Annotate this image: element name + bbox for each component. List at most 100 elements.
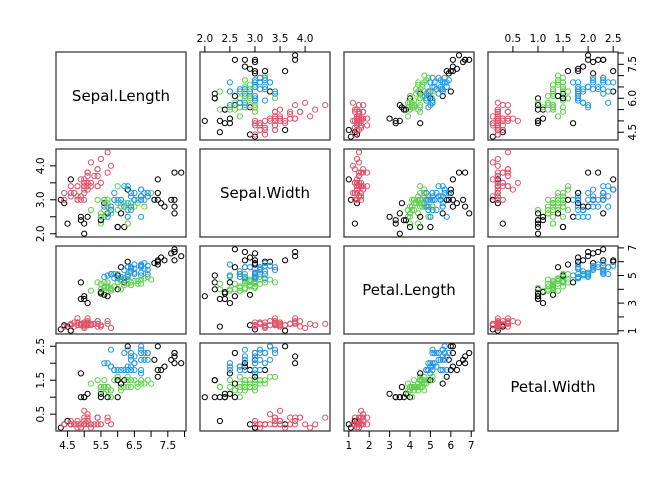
data-point [84, 169, 91, 176]
data-point [251, 387, 259, 394]
data-point [216, 323, 223, 330]
data-point [449, 196, 456, 203]
data-point [353, 189, 361, 197]
data-point [91, 421, 98, 428]
data-point [241, 63, 248, 70]
data-point [168, 356, 175, 363]
data-point [411, 383, 418, 391]
data-point [610, 262, 617, 269]
data-point [104, 383, 111, 391]
data-point [251, 122, 259, 129]
data-point [77, 213, 85, 220]
data-point [124, 280, 131, 287]
data-point [539, 213, 547, 220]
data-point [226, 261, 233, 268]
data-point [360, 421, 367, 428]
data-point [355, 172, 363, 180]
data-point [154, 196, 161, 203]
data-point [144, 189, 151, 197]
data-point [124, 377, 131, 384]
data-point [435, 193, 442, 200]
data-point [127, 206, 135, 214]
data-point [441, 186, 448, 193]
data-point [161, 363, 168, 370]
data-point [292, 360, 299, 367]
data-point [429, 193, 436, 200]
data-point [104, 213, 111, 220]
data-point [87, 287, 95, 294]
data-point [417, 370, 424, 377]
data-point [226, 79, 233, 86]
data-point [94, 421, 101, 428]
data-point [276, 117, 284, 125]
data-point [87, 380, 95, 387]
data-point [358, 117, 365, 125]
panel-petal-width-vs-petal-length [343, 342, 475, 432]
data-point [221, 290, 228, 297]
data-point [425, 196, 432, 203]
data-point [107, 203, 115, 210]
data-point [127, 363, 135, 370]
data-point [429, 377, 436, 384]
data-point [107, 363, 115, 370]
data-point [117, 366, 125, 374]
data-point [421, 380, 428, 387]
data-point [534, 206, 542, 214]
data-point [84, 172, 91, 180]
data-point [241, 360, 248, 367]
data-point [61, 196, 68, 203]
data-point [544, 92, 552, 100]
data-point [494, 155, 501, 163]
data-point [396, 102, 403, 109]
axis-left-sepal-width: 2.0 3.0 4.0 [35, 157, 56, 242]
data-point [534, 293, 542, 300]
data-point [302, 421, 309, 428]
data-point [124, 220, 131, 227]
data-point [74, 424, 81, 431]
data-point [251, 83, 259, 91]
data-point [251, 104, 259, 111]
data-point [534, 99, 542, 106]
panel-border [487, 342, 619, 432]
data-point [559, 200, 567, 207]
data-point [600, 90, 607, 97]
data-point [409, 203, 416, 210]
data-point [355, 159, 363, 166]
data-point [421, 373, 428, 380]
data-point [271, 113, 279, 120]
data-point [439, 79, 446, 86]
data-point [580, 99, 587, 106]
data-point [411, 200, 418, 207]
data-point [251, 271, 259, 278]
data-point [549, 102, 557, 109]
data-point [355, 149, 363, 156]
data-point [171, 246, 178, 253]
data-point [494, 200, 501, 207]
data-point [271, 279, 279, 286]
tick-label: 4.5 [627, 124, 639, 141]
data-point [81, 319, 88, 326]
data-point [282, 343, 289, 350]
data-point [595, 83, 602, 91]
data-point [355, 193, 363, 200]
data-point [437, 193, 444, 200]
data-point [417, 183, 424, 190]
data-point [449, 349, 456, 357]
data-point [226, 360, 233, 367]
data-point [292, 315, 299, 322]
data-point [429, 363, 436, 370]
data-point [355, 421, 363, 428]
data-point [600, 79, 607, 86]
data-point [590, 58, 597, 66]
data-point [564, 183, 572, 190]
data-point [121, 383, 128, 391]
data-point [297, 323, 304, 330]
data-point [449, 363, 456, 370]
tick-label: 1 [345, 440, 352, 452]
data-point [216, 117, 223, 125]
data-point [292, 52, 299, 59]
data-point [241, 104, 248, 111]
data-point [251, 366, 259, 374]
data-point [271, 108, 279, 115]
data-point [435, 90, 442, 97]
